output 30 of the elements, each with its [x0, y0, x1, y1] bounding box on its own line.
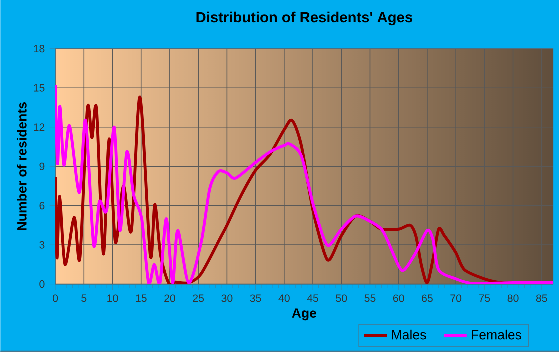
x-tick-label: 70 — [450, 294, 462, 302]
x-tick-label: 35 — [250, 294, 262, 302]
x-tick-label: 80 — [508, 294, 519, 302]
y-tick-label: 18 — [34, 45, 45, 53]
y-tick-label: 3 — [40, 241, 45, 249]
y-tick-label: 15 — [34, 84, 45, 92]
x-tick-label: 20 — [164, 294, 176, 302]
y-tick-label: 0 — [40, 280, 45, 288]
y-tick-label: 12 — [34, 124, 45, 131]
x-tick-label: 75 — [479, 294, 490, 302]
chart-title: Distribution of Residents' Ages — [196, 12, 412, 26]
y-tick-label: 9 — [40, 162, 45, 170]
y-tick-label: 6 — [40, 202, 45, 210]
y-axis-title: Number of residents — [17, 102, 27, 230]
x-tick-label: 25 — [193, 294, 204, 302]
x-tick-label: 65 — [422, 294, 433, 302]
x-tick-label: 15 — [136, 294, 147, 302]
x-tick-label: 5 — [82, 294, 87, 302]
x-tick-label: 10 — [108, 294, 118, 302]
x-tick-label: 85 — [536, 294, 548, 302]
x-tick-label: 0 — [52, 294, 58, 302]
x-tick-label: 40 — [278, 294, 290, 302]
legend-label: Females — [472, 330, 522, 340]
legend-label: Males — [392, 330, 426, 340]
x-tick-label: 30 — [222, 294, 233, 302]
x-axis-title: Age — [292, 308, 317, 321]
x-tick-label: 55 — [364, 294, 376, 302]
x-tick-label: 45 — [307, 294, 318, 302]
x-tick-label: 60 — [393, 294, 404, 302]
x-tick-label: 50 — [336, 294, 348, 302]
